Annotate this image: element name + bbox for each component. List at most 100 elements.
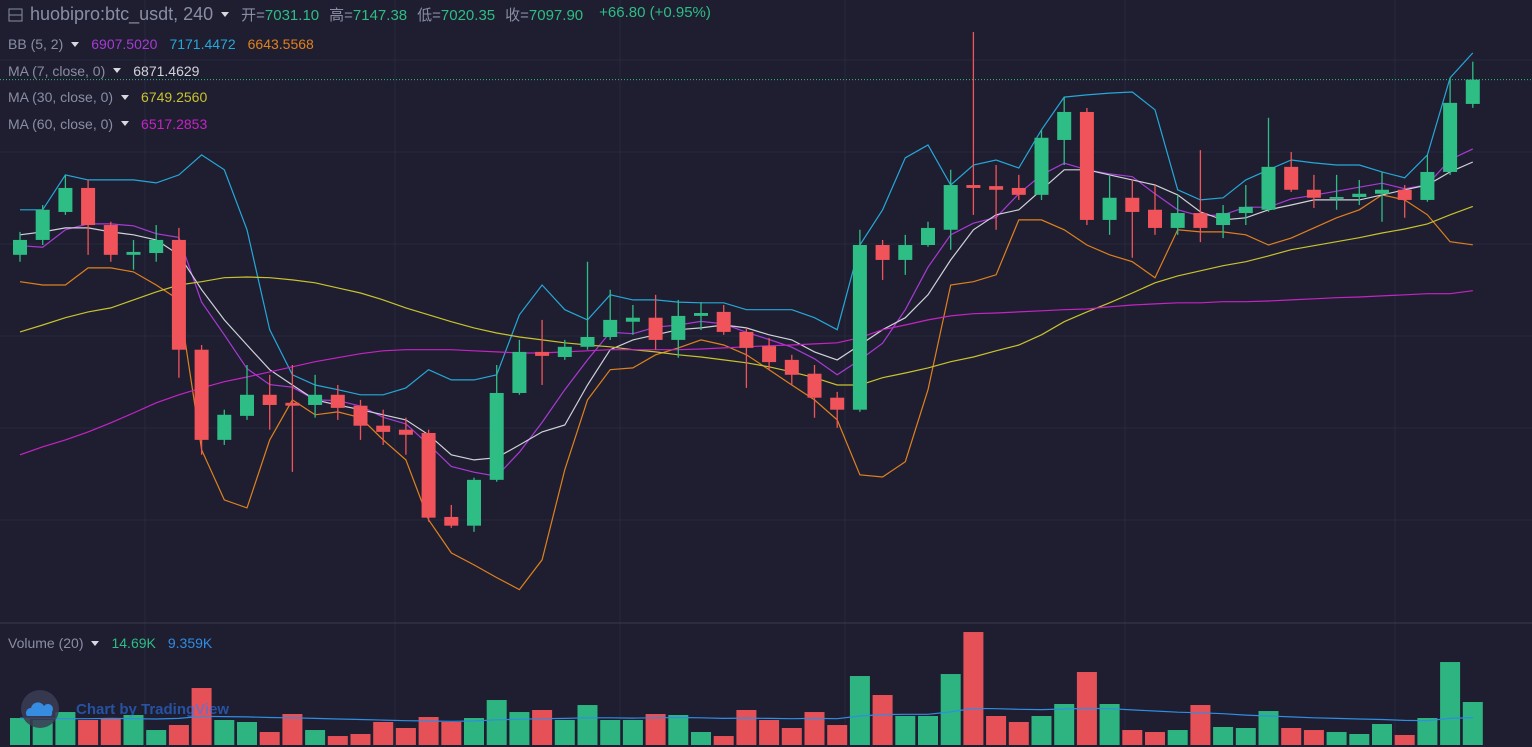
candle-body bbox=[58, 187, 73, 212]
volume-bar bbox=[78, 720, 99, 745]
candle-body bbox=[1216, 213, 1231, 226]
volume-bar bbox=[282, 714, 303, 745]
indicator-name: MA (30, close, 0) bbox=[8, 89, 114, 105]
volume-bar bbox=[940, 674, 961, 745]
candle-body bbox=[398, 429, 413, 435]
indicator-legend: Volume (20) 14.69K 9.359K bbox=[8, 635, 218, 651]
volume-bar bbox=[849, 676, 870, 745]
volume-bar bbox=[350, 733, 371, 745]
header: huobipro:btc_usdt, 240 开=7031.10 高=7147.… bbox=[8, 4, 711, 25]
ohlc-value: 7147.38 bbox=[352, 7, 408, 24]
candle-body bbox=[784, 359, 799, 375]
volume-bar bbox=[736, 709, 757, 745]
volume-pane bbox=[10, 632, 1483, 745]
candle-body bbox=[625, 317, 640, 322]
volume-bar bbox=[986, 715, 1007, 745]
candle-body bbox=[1443, 102, 1458, 172]
volume-bar bbox=[418, 717, 439, 745]
indicator-line bbox=[20, 52, 1474, 396]
candle-body bbox=[171, 239, 186, 350]
volume-bar bbox=[1235, 727, 1256, 745]
candle-body bbox=[1148, 209, 1162, 228]
candle-body bbox=[557, 346, 572, 357]
candle-body bbox=[1193, 213, 1208, 228]
candle-body bbox=[1306, 189, 1321, 198]
candle-body bbox=[943, 185, 958, 230]
dropdown[interactable] bbox=[71, 41, 80, 47]
volume-bar bbox=[509, 712, 530, 745]
ohlc-item: 高=7147.38 bbox=[329, 4, 407, 25]
change: +66.80 (+0.95%) bbox=[599, 4, 711, 21]
volume-bar bbox=[622, 720, 643, 745]
watermark: Chart by TradingView bbox=[76, 701, 229, 718]
ohlc-label: 低= bbox=[417, 7, 441, 24]
volume-bar bbox=[1258, 711, 1279, 745]
dropdown[interactable] bbox=[91, 640, 100, 646]
candle-body bbox=[852, 245, 867, 410]
logo-cloud bbox=[26, 702, 53, 716]
volume-bar bbox=[781, 727, 802, 745]
ohlc-value: 7097.90 bbox=[528, 7, 584, 24]
indicator-value: 6871.4629 bbox=[133, 62, 200, 79]
indicator-value: 6907.5020 bbox=[91, 36, 158, 52]
indicator-value: 7171.4472 bbox=[169, 36, 236, 52]
ohlc-label: 开= bbox=[241, 7, 265, 24]
indicator-value: 9.359K bbox=[167, 635, 213, 651]
indicator-value: 14.69K bbox=[111, 635, 156, 651]
volume-bar bbox=[1145, 732, 1165, 745]
candle-body bbox=[330, 394, 345, 408]
volume-bar bbox=[441, 721, 462, 745]
volume-bar bbox=[1462, 702, 1483, 745]
volume-bar bbox=[10, 718, 30, 745]
dropdown[interactable] bbox=[121, 94, 130, 100]
dropdown[interactable] bbox=[221, 12, 230, 17]
candle-body bbox=[921, 227, 935, 246]
ohlc-label: 收= bbox=[505, 7, 529, 24]
volume-bar bbox=[486, 700, 507, 745]
volume-bar bbox=[872, 695, 893, 745]
collapse-icon[interactable] bbox=[8, 7, 24, 23]
volume-ma-line bbox=[19, 707, 1473, 722]
volume-bar bbox=[1031, 715, 1052, 745]
indicator-line bbox=[19, 161, 1474, 461]
candle-body bbox=[1397, 189, 1412, 200]
candle-body bbox=[1238, 206, 1253, 214]
candle-body bbox=[81, 187, 96, 226]
volume-bar bbox=[918, 715, 938, 745]
volume-bar bbox=[259, 732, 280, 745]
volume-bar bbox=[1054, 703, 1075, 745]
candle-body bbox=[762, 346, 777, 363]
indicator-value: 6749.2560 bbox=[141, 89, 208, 105]
indicator-name: BB (5, 2) bbox=[8, 36, 64, 52]
volume-bar bbox=[100, 718, 121, 745]
ohlc: 开=7031.10 高=7147.38 低=7020.35 收=7097.90 … bbox=[241, 4, 711, 25]
volume-bar bbox=[645, 714, 666, 745]
watermark-logo bbox=[21, 690, 59, 728]
volume-bar bbox=[577, 705, 598, 745]
volume-bar bbox=[1190, 705, 1211, 745]
volume-bar bbox=[1440, 662, 1461, 745]
candle-body bbox=[126, 251, 141, 255]
volume-bar bbox=[373, 721, 394, 745]
candle-body bbox=[671, 315, 686, 340]
volume-bar bbox=[1122, 730, 1143, 745]
price-pane bbox=[0, 31, 1532, 591]
volume-bar bbox=[804, 712, 825, 745]
volume-bar bbox=[963, 632, 984, 745]
volume-bar bbox=[395, 727, 416, 745]
dropdown[interactable] bbox=[121, 121, 130, 126]
dropdown[interactable] bbox=[113, 68, 122, 73]
volume-bar bbox=[1099, 703, 1120, 745]
candle-body bbox=[603, 319, 618, 337]
volume-bar bbox=[305, 730, 326, 745]
symbol: huobipro:btc_usdt, 240 bbox=[30, 4, 214, 24]
candle-body bbox=[830, 397, 845, 410]
candle-body bbox=[103, 225, 118, 255]
volume-bar bbox=[713, 736, 734, 745]
volume-bar bbox=[554, 720, 575, 745]
volume-bar bbox=[1417, 718, 1438, 745]
candle-body bbox=[694, 312, 708, 316]
